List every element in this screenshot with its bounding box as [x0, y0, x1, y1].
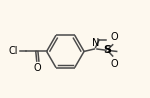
- Text: O: O: [110, 59, 118, 69]
- Text: S: S: [104, 45, 112, 55]
- Text: O: O: [110, 32, 118, 42]
- Text: O: O: [34, 63, 42, 73]
- Text: Cl: Cl: [9, 46, 18, 56]
- Text: N: N: [92, 38, 99, 48]
